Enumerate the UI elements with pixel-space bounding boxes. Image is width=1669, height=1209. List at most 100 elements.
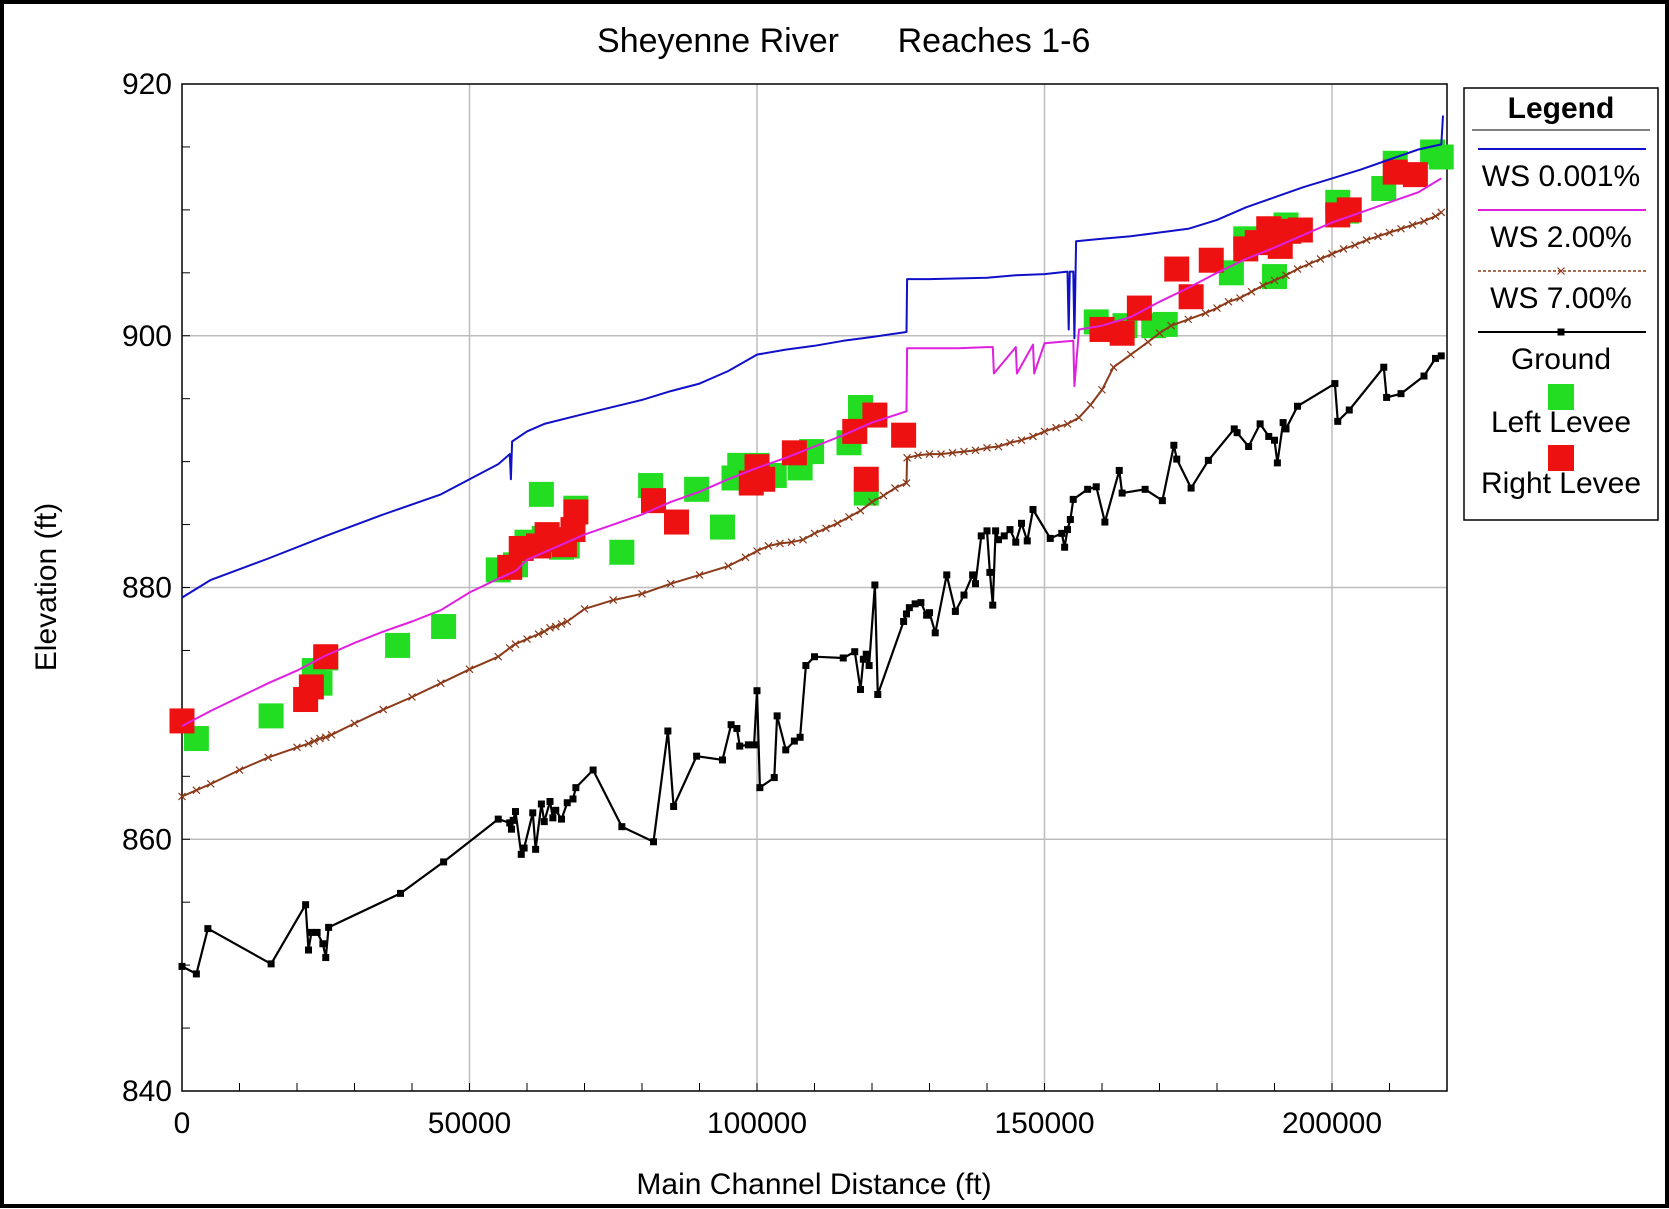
data-point-ground [931, 629, 939, 637]
data-point-ground [1345, 406, 1353, 414]
data-point-ground [1256, 420, 1264, 428]
data-point-ground [537, 800, 545, 808]
data-point-ground [811, 653, 818, 661]
data-point-ws-7-00 [776, 539, 784, 548]
data-point-ground [839, 654, 847, 662]
data-point-ws-7-00 [235, 766, 244, 774]
data-point-ground [727, 721, 735, 729]
data-point-ws-7-00 [1351, 241, 1359, 250]
data-point-ws-7-00 [580, 604, 589, 613]
data-point-ws-7-00 [1282, 271, 1290, 280]
data-point-ground [977, 532, 985, 540]
data-point-ground [569, 795, 577, 803]
data-point-ground [802, 662, 810, 670]
y-tick-label: 840 [122, 1075, 172, 1108]
data-point-left-levee [258, 703, 284, 729]
data-point-ground [1173, 455, 1181, 463]
data-point-ground [1069, 495, 1077, 503]
data-point-ws-7-00 [1431, 212, 1440, 221]
data-point-ground [307, 928, 315, 936]
data-point-ws-7-00 [350, 719, 359, 728]
data-point-ws-7-00 [1098, 385, 1106, 394]
data-point-right-levee [298, 674, 324, 700]
data-point-ws-7-00 [903, 453, 911, 462]
data-point-ground [859, 655, 867, 663]
data-point-ground [1282, 425, 1290, 433]
series-ws-2-00 [181, 177, 1442, 727]
data-point-ws-7-00 [1259, 281, 1267, 290]
data-point-ws-7-00 [1086, 401, 1095, 409]
data-point-ws-7-00 [1305, 260, 1313, 268]
data-point-ground [1245, 443, 1253, 451]
legend-entry-ws-7-00: WS 7.00% [1478, 267, 1646, 315]
data-point-ws-7-00 [1052, 423, 1060, 432]
legend-title: Legend [1508, 92, 1615, 125]
data-point-ground [1118, 489, 1126, 497]
chart-title-left: Sheyenne River [597, 22, 839, 60]
data-point-ground [558, 815, 565, 823]
data-point-ground [1397, 390, 1405, 398]
data-point-ground [1420, 372, 1428, 380]
data-point-ws-7-00 [1408, 221, 1417, 229]
data-point-ws-7-00 [327, 730, 336, 739]
data-point-ground [618, 823, 626, 831]
data-point-ground [520, 844, 528, 852]
data-point-ground [1046, 534, 1054, 542]
x-tick-label: 50000 [428, 1107, 511, 1140]
data-point-ground [1437, 352, 1445, 360]
series-right-levee [169, 159, 1428, 734]
data-point-ws-7-00 [1144, 338, 1152, 346]
data-point-right-levee [862, 402, 888, 428]
data-point-ws-7-00 [293, 743, 301, 752]
data-point-ground [917, 599, 925, 607]
data-point-left-levee [385, 632, 411, 658]
data-point-ws-7-00 [1328, 250, 1336, 258]
data-point-ws-7-00 [1397, 224, 1405, 233]
series-line-ws-0-001 [181, 115, 1444, 599]
data-point-ws-7-00 [1201, 309, 1210, 318]
data-point-ground [992, 527, 1000, 535]
data-point-ground [563, 799, 571, 807]
data-point-ground [1029, 505, 1037, 513]
data-point-ground [1064, 526, 1071, 534]
data-point-ws-7-00 [465, 665, 474, 674]
data-point-ws-7-00 [741, 553, 750, 562]
legend-entry-ws-0-001: WS 0.001% [1478, 148, 1646, 193]
data-point-ground [305, 946, 312, 954]
data-point-ground [693, 752, 701, 760]
data-point-ws-7-00 [879, 491, 888, 500]
data-point-ws-7-00 [609, 596, 618, 605]
legend-marker-ws-7-00 [1557, 267, 1565, 275]
data-point-ground [1158, 497, 1166, 505]
series-line-ws-2-00 [181, 177, 1442, 727]
legend-label-ground: Ground [1511, 343, 1611, 376]
data-point-ground [756, 784, 764, 792]
data-point-ground [529, 809, 537, 817]
data-point-ground [1204, 456, 1212, 464]
data-point-ws-7-00 [310, 737, 319, 745]
data-point-ground [1101, 518, 1109, 526]
data-point-ground [1334, 417, 1342, 425]
y-tick-label: 900 [122, 320, 172, 353]
data-point-ground [744, 741, 752, 749]
data-point-ground [1084, 485, 1092, 493]
chart: Sheyenne River Reaches 1-6 0 50000 100000 1… [30, 22, 1659, 1201]
data-point-ground [1265, 432, 1273, 440]
chart-title-right: Reaches 1-6 [898, 22, 1091, 60]
data-point-ground [546, 797, 554, 805]
data-point-ground [1006, 526, 1014, 534]
data-point-ground [719, 756, 726, 764]
data-point-ws-7-00 [1316, 255, 1325, 263]
data-point-ws-7-00 [868, 497, 876, 506]
data-point-ws-7-00 [1420, 217, 1428, 226]
series-layer [169, 115, 1454, 978]
data-point-right-levee [563, 499, 589, 525]
data-point-left-levee [710, 514, 735, 540]
data-point-ground [204, 925, 212, 933]
data-point-ground [995, 536, 1002, 544]
x-axis-title: Main Channel Distance (ft) [636, 1168, 991, 1201]
data-point-ws-7-00 [638, 589, 646, 598]
legend-marker-ground [1557, 328, 1565, 336]
data-point-ws-7-00 [379, 705, 388, 714]
data-point-ground [1000, 532, 1008, 540]
